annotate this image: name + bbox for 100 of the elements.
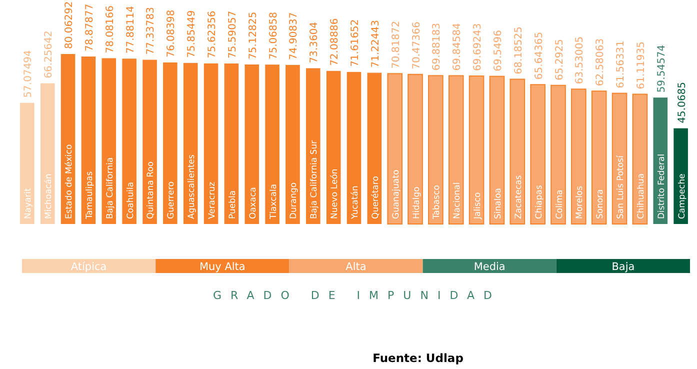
x-tick-label: Veracruz [208, 181, 218, 219]
x-tick-label: Guerrero [166, 181, 177, 219]
bar [571, 88, 586, 224]
data-label: 70.47366 [411, 22, 422, 70]
data-label: 63.53005 [574, 36, 586, 84]
x-tick-label: Baja California [105, 157, 116, 219]
x-tick-label: Morelos [575, 185, 586, 219]
data-label: 69.84584 [452, 22, 464, 71]
x-tick-label: Colima [554, 190, 565, 219]
x-tick-label: Aguascalientes [187, 154, 198, 219]
bar [408, 74, 423, 224]
legend-title: GRADO DE IMPUNIDAD [213, 289, 501, 302]
bar [306, 68, 320, 224]
x-tick-label: Jalisco [473, 192, 484, 220]
data-label: 69.88183 [432, 22, 443, 71]
x-tick-label: Tabasco [432, 185, 442, 220]
data-label: 70.81872 [390, 20, 402, 69]
bar [81, 56, 96, 224]
x-tick-label: Durango [289, 182, 300, 219]
x-tick-label: Tamaulipas [84, 170, 95, 220]
bar [142, 60, 157, 224]
data-label: 75.06858 [268, 12, 280, 60]
x-tick-label: Estado de México [64, 144, 75, 219]
data-label: 75.12825 [248, 12, 259, 60]
x-tick-label: Sonora [596, 189, 606, 219]
x-tick-label: Yucatán [350, 186, 360, 220]
data-label: 59.54574 [656, 44, 668, 93]
text: Atípica [70, 261, 107, 273]
bar [265, 64, 280, 224]
source-note: Fuente: Udlap [372, 351, 464, 365]
x-tick-label: Campeche [677, 174, 688, 219]
x-tick-label: Sinaloa [493, 188, 504, 219]
bar [244, 64, 260, 224]
bar [163, 62, 178, 224]
text: Alta [346, 261, 366, 273]
data-label: 76.08398 [166, 10, 178, 58]
data-label: 66.25642 [44, 30, 55, 78]
x-tick-label: Nuevo León [330, 168, 340, 219]
data-label: 71.22443 [370, 20, 382, 68]
x-tick-label: Oaxaca [248, 186, 258, 219]
x-tick-label: Nacional [452, 182, 463, 219]
data-label: 77.88114 [125, 6, 136, 54]
x-tick-label: Baja California Sur [310, 140, 320, 219]
bar [346, 72, 362, 224]
bar [448, 75, 464, 224]
bar [20, 102, 34, 224]
bar [102, 58, 116, 224]
bar [510, 78, 526, 224]
data-label: 74.90837 [288, 12, 300, 60]
bar [468, 76, 484, 224]
x-tick-label: Guanajuato [391, 170, 402, 219]
x-tick-label: Puebla [228, 190, 238, 219]
data-label: 75.85449 [186, 10, 198, 58]
text: Muy Alta [199, 261, 246, 273]
data-label: 80.06292 [64, 1, 76, 49]
x-tick-label: San Luis Potosí [616, 154, 626, 219]
bar [489, 76, 505, 224]
bar [428, 75, 444, 224]
bar [632, 94, 648, 224]
data-label: 57.07494 [23, 50, 34, 98]
bar [122, 58, 136, 224]
x-tick-label: Distrito Federal [656, 154, 667, 219]
bar [591, 90, 607, 224]
data-label: 61.11935 [636, 42, 647, 90]
bar [653, 98, 668, 224]
bar [367, 72, 382, 224]
x-tick-label: Michoacán [44, 174, 54, 219]
data-label: 75.62356 [207, 10, 218, 58]
data-label: 75.59057 [227, 10, 238, 58]
data-label: 78.08166 [104, 5, 116, 54]
data-label: 77.33783 [146, 7, 157, 55]
bar [224, 63, 239, 224]
x-tick-label: Coahuila [126, 182, 136, 219]
data-label: 71.61652 [350, 19, 361, 67]
bar [40, 83, 55, 224]
data-label: 73.3604 [309, 22, 320, 64]
bar [286, 64, 300, 224]
data-label: 68.18525 [513, 26, 524, 74]
data-label: 69.5496 [492, 30, 504, 72]
x-tick-label: Tlaxcala [268, 184, 279, 220]
data-label: 61.56331 [616, 40, 627, 88]
data-label: 62.58063 [595, 38, 606, 86]
x-tick-label: Quintana Roo [146, 161, 156, 219]
x-tick-label: Querétaro [370, 176, 381, 219]
bar [530, 84, 546, 224]
x-tick-label: Chiapas [534, 184, 544, 219]
x-tick-label: Chihuahua [636, 173, 646, 219]
data-label: 69.69243 [472, 23, 484, 72]
data-label: 72.08886 [330, 18, 341, 66]
text: Media [474, 261, 506, 273]
bar [674, 128, 688, 224]
bar [387, 73, 402, 224]
data-label: 65.64365 [534, 32, 545, 80]
bar [326, 70, 341, 224]
data-label: 78.87877 [84, 4, 96, 52]
bar [550, 84, 566, 224]
x-tick-label: Zacatecas [514, 174, 524, 219]
data-label: 45.0685 [676, 82, 688, 124]
x-tick-label: Nayarit [24, 187, 34, 219]
text: Baja [612, 261, 635, 273]
